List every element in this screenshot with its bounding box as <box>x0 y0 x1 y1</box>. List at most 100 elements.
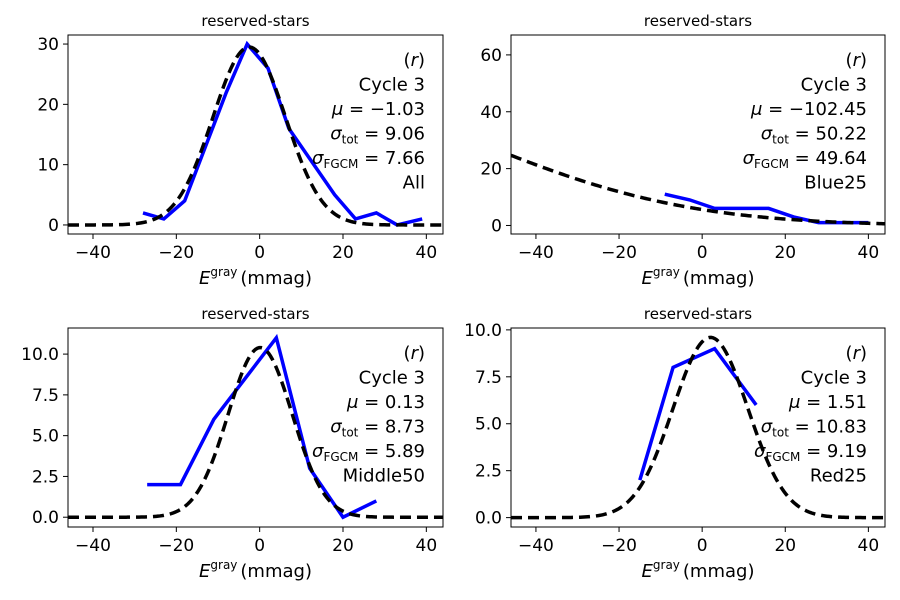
x-tick-label: 40 <box>858 536 880 556</box>
sigma-tot-label: σtot = 50.22 <box>761 124 867 147</box>
plot-area <box>68 333 443 520</box>
x-axis-label-superscript: gray <box>653 265 680 279</box>
x-axis-label-superscript: gray <box>210 558 237 572</box>
x-axis-label-units: (mmag) <box>683 561 755 582</box>
y-tick-label: 10.0 <box>21 345 59 365</box>
x-tick-label: 0 <box>697 243 708 263</box>
band-label: (r) <box>846 343 867 364</box>
panel-1: reserved-stars −40 −20 0 20 40 0 10 20 30 Egray (mm… <box>37 12 444 289</box>
chart-title: reserved-stars <box>644 12 752 30</box>
band-label: (r) <box>404 50 425 71</box>
x-axis-label: Egray (mmag) <box>642 558 755 582</box>
model-fit-curve <box>68 45 443 227</box>
band-label: (r) <box>846 50 867 71</box>
x-tick-label: 0 <box>697 536 708 556</box>
sigma-fgcm-label: σFGCM = 5.89 <box>312 441 425 464</box>
model-fit-curve <box>511 153 885 226</box>
model-fit-curve <box>511 335 885 520</box>
x-tick-label: −20 <box>601 536 637 556</box>
subset-label: Middle50 <box>343 466 425 487</box>
x-tick-label: 40 <box>416 536 438 556</box>
sigma-tot-label: σtot = 10.83 <box>761 417 867 440</box>
cycle-label: Cycle 3 <box>359 368 425 389</box>
y-tick-label: 20 <box>480 160 502 180</box>
x-tick-label: 0 <box>254 536 265 556</box>
y-tick-label: 5.0 <box>32 427 59 447</box>
x-axis-label: Egray (mmag) <box>199 265 312 289</box>
sigma-tot-label: σtot = 8.73 <box>330 417 425 440</box>
x-tick-label: −40 <box>518 243 554 263</box>
x-axis-label-symbol: E <box>642 268 654 289</box>
y-tick-label: 5.0 <box>475 415 502 435</box>
x-tick-label: 40 <box>416 243 438 263</box>
subset-label: Red25 <box>810 466 867 487</box>
y-tick-label: 10 <box>37 156 59 176</box>
y-tick-label: 2.5 <box>475 462 502 482</box>
y-tick-label: 60 <box>480 46 502 66</box>
x-tick-label: −40 <box>75 243 111 263</box>
x-axis-label: Egray (mmag) <box>642 265 755 289</box>
panel-3: reserved-stars −40 −20 0 20 40 0.0 2.5 5.0 7.5 10.… <box>21 305 444 582</box>
mean-label: μ = −102.45 <box>750 99 867 120</box>
y-tick-label: 0 <box>491 216 502 236</box>
chart-title: reserved-stars <box>201 305 309 323</box>
mean-label: μ = 1.51 <box>788 392 867 413</box>
sigma-fgcm-label: σFGCM = 7.66 <box>312 148 425 171</box>
x-tick-label: −20 <box>601 243 637 263</box>
x-tick-label: 0 <box>254 243 265 263</box>
mean-label: μ = 0.13 <box>346 392 425 413</box>
x-axis-label: Egray (mmag) <box>199 558 312 582</box>
subset-label: All <box>403 173 425 194</box>
y-tick-label: 0 <box>48 216 59 236</box>
y-tick-label: 40 <box>480 103 502 123</box>
x-axis-label-symbol: E <box>199 268 211 289</box>
sigma-tot-label: σtot = 9.06 <box>330 124 425 147</box>
plot-area <box>511 335 885 520</box>
x-axis-label-units: (mmag) <box>240 561 312 582</box>
sigma-fgcm-label: σFGCM = 49.64 <box>743 148 867 171</box>
chart-title: reserved-stars <box>201 12 309 30</box>
x-axis-label-symbol: E <box>642 561 654 582</box>
plot-area <box>511 153 885 226</box>
sigma-fgcm-label: σFGCM = 9.19 <box>754 441 867 464</box>
x-tick-label: 40 <box>858 243 880 263</box>
x-tick-label: 20 <box>332 243 354 263</box>
axes-frame <box>67 327 444 528</box>
panel-2: reserved-stars −40 −20 0 20 40 0 20 40 60 Egray (mm… <box>480 12 886 289</box>
x-axis-label-symbol: E <box>199 561 211 582</box>
y-tick-label: 7.5 <box>475 368 502 388</box>
y-tick-label: 0.0 <box>32 508 59 528</box>
x-tick-label: 20 <box>774 536 796 556</box>
x-tick-label: 20 <box>332 536 354 556</box>
x-tick-label: −20 <box>158 536 194 556</box>
y-tick-label: 0.0 <box>475 509 502 529</box>
axes-frame <box>510 327 886 528</box>
panel-4: reserved-stars −40 −20 0 20 40 0.0 2.5 5.0 7.5 10.… <box>464 305 886 582</box>
x-tick-label: −20 <box>158 243 194 263</box>
cycle-label: Cycle 3 <box>801 368 867 389</box>
x-axis-label-superscript: gray <box>210 265 237 279</box>
x-tick-label: 20 <box>774 243 796 263</box>
chart-title: reserved-stars <box>644 305 752 323</box>
y-tick-label: 2.5 <box>32 467 59 487</box>
plot-area <box>68 40 443 227</box>
y-tick-label: 30 <box>37 35 59 55</box>
x-tick-label: −40 <box>518 536 554 556</box>
y-tick-label: 20 <box>37 95 59 115</box>
band-label: (r) <box>404 343 425 364</box>
cycle-label: Cycle 3 <box>801 75 867 96</box>
axes-frame <box>510 34 886 235</box>
mean-label: μ = −1.03 <box>331 99 425 120</box>
model-fit-curve <box>68 345 443 519</box>
x-axis-label-units: (mmag) <box>683 268 755 289</box>
subset-label: Blue25 <box>804 173 867 194</box>
x-axis-label-superscript: gray <box>653 558 680 572</box>
x-tick-label: −40 <box>75 536 111 556</box>
cycle-label: Cycle 3 <box>359 75 425 96</box>
